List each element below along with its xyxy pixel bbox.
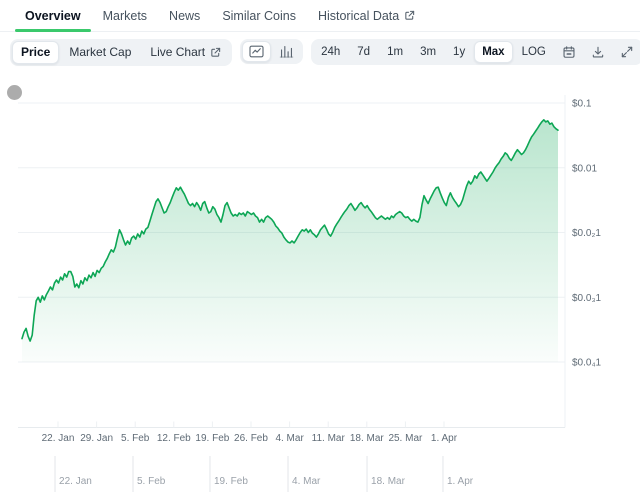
button-label: 1y [453, 46, 466, 58]
tab-label: Markets [102, 8, 148, 23]
navigator-label: 19. Feb [214, 476, 248, 487]
external-link-icon [404, 10, 415, 21]
range-1m-button[interactable]: 1m [379, 41, 411, 63]
coin-logo-placeholder [7, 85, 22, 100]
tab-label: Overview [25, 8, 81, 23]
metric-live-chart-button[interactable]: Live Chart [141, 41, 230, 64]
x-axis-label: 25. Mar [388, 433, 423, 444]
range-7d-button[interactable]: 7d [349, 41, 378, 63]
button-label: Live Chart [150, 45, 206, 59]
navigator-label: 4. Mar [292, 476, 321, 487]
tab-label: News [169, 8, 201, 23]
expand-icon [620, 45, 634, 59]
navigator-label: 1. Apr [447, 476, 474, 487]
metric-market-cap-button[interactable]: Market Cap [60, 41, 140, 64]
metric-price-button[interactable]: Price [12, 41, 60, 64]
button-label: Max [482, 46, 505, 58]
x-axis-label: 26. Feb [234, 433, 268, 444]
download-button[interactable] [584, 41, 612, 63]
line-chart-button[interactable] [242, 41, 272, 62]
button-label: 3m [420, 46, 437, 58]
tab-news[interactable]: News [158, 0, 211, 31]
tab-label: Historical Data [317, 8, 400, 23]
y-axis-label: $0.1 [572, 99, 592, 110]
chart-toolbar: Price Market Cap Live Chart 24h 7d 1m 3m 1y Max… [0, 32, 640, 66]
y-axis-label: $0.0₃1 [572, 293, 602, 304]
bar-chart-button[interactable] [272, 41, 301, 62]
navigator-label: 18. Mar [371, 476, 406, 487]
button-label: 7d [357, 46, 371, 58]
tab-label: Similar Coins [222, 8, 296, 23]
y-axis-label: $0.0₂1 [572, 228, 601, 239]
y-axis-label: $0.0₄1 [572, 358, 602, 369]
x-axis-label: 5. Feb [121, 433, 150, 444]
tab-overview[interactable]: Overview [14, 0, 92, 32]
line-chart-icon [249, 45, 264, 58]
range-24h-button[interactable]: 24h [313, 41, 348, 63]
range-max-button[interactable]: Max [474, 41, 513, 64]
range-toggle-group: 24h 7d 1m 3m 1y Max LOG [311, 39, 640, 66]
y-axis-label: $0.01 [572, 163, 597, 174]
calendar-icon [562, 45, 576, 59]
x-axis-label: 19. Feb [195, 433, 229, 444]
download-icon [591, 45, 605, 59]
button-label: Market Cap [69, 45, 132, 59]
button-label: 1m [387, 46, 404, 58]
x-axis-label: 11. Mar [312, 433, 346, 444]
tab-historical-data[interactable]: Historical Data [307, 0, 426, 31]
range-3m-button[interactable]: 3m [412, 41, 444, 63]
tab-markets[interactable]: Markets [92, 0, 158, 31]
chart-type-toggle-group [240, 39, 304, 64]
x-axis-label: 22. Jan [42, 433, 75, 444]
x-axis-label: 4. Mar [275, 433, 304, 444]
navigator-label: 22. Jan [59, 476, 92, 487]
external-link-icon [210, 47, 221, 58]
x-axis-label: 1. Apr [431, 433, 458, 444]
bar-chart-icon [279, 45, 294, 58]
x-axis-label: 18. Mar [350, 433, 385, 444]
expand-button[interactable] [613, 41, 640, 63]
metric-toggle-group: Price Market Cap Live Chart [10, 39, 233, 66]
tab-bar: Overview Markets News Similar Coins Historic… [0, 0, 640, 32]
price-line [21, 119, 559, 342]
button-label: LOG [521, 46, 546, 58]
button-label: 24h [321, 46, 341, 58]
calendar-button[interactable] [555, 41, 583, 63]
tab-similar-coins[interactable]: Similar Coins [211, 0, 307, 31]
range-1y-button[interactable]: 1y [445, 41, 473, 63]
range-log-button[interactable]: LOG [514, 41, 554, 63]
x-axis-label: 12. Feb [157, 433, 191, 444]
price-area [22, 119, 558, 362]
navigator-label: 5. Feb [137, 476, 166, 487]
button-label: Price [21, 45, 51, 59]
x-axis-label: 29. Jan [80, 433, 113, 444]
